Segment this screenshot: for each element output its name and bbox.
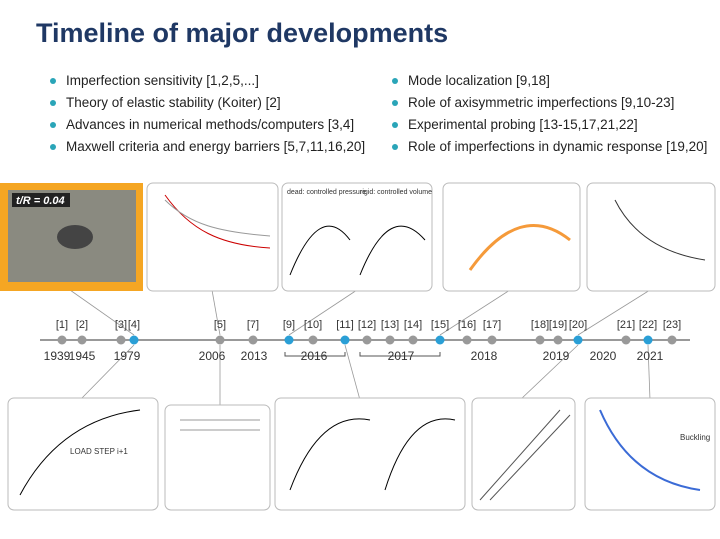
- ref-label: [15]: [431, 319, 449, 331]
- year-brackets: [284, 352, 441, 357]
- timeline-dot: [308, 335, 318, 345]
- bullet: Imperfection sensitivity [1,2,5,...]: [46, 70, 365, 92]
- ref-label: [22]: [639, 319, 657, 331]
- ref-label: [16]: [458, 319, 476, 331]
- ref-label: [11]: [336, 319, 354, 331]
- ref-label: [2]: [76, 319, 88, 331]
- load-step: LOAD STEP i+1: [70, 447, 128, 456]
- year-label: 2021: [637, 349, 664, 363]
- ref-label: [7]: [247, 319, 259, 331]
- timeline-dot: [553, 335, 563, 345]
- year-label: 1979: [114, 349, 141, 363]
- year-label: 2019: [543, 349, 570, 363]
- year-label: 2018: [471, 349, 498, 363]
- timeline-dot: [129, 335, 139, 345]
- ref-label: [3]: [115, 319, 127, 331]
- dimple: [57, 225, 93, 249]
- timeline-dot: [116, 335, 126, 345]
- timeline-dot: [248, 335, 258, 345]
- ref-label: [4]: [128, 319, 140, 331]
- timeline-dot: [573, 335, 583, 345]
- buckling-label: Buckling: [680, 433, 710, 442]
- year-label: 1945: [69, 349, 96, 363]
- photo-label: t/R = 0.04: [16, 195, 65, 207]
- bullets-right: Mode localization [9,18] Role of axisymme…: [388, 70, 707, 158]
- bullet: Advances in numerical methods/computers …: [46, 114, 365, 136]
- ref-label: [5]: [214, 319, 226, 331]
- timeline-dot: [667, 335, 677, 345]
- dead-label: dead: controlled pressure: [287, 189, 366, 196]
- timeline-dot: [284, 335, 294, 345]
- ref-label: [10]: [304, 319, 322, 331]
- year-label: 2016: [301, 349, 328, 363]
- ref-label: [14]: [404, 319, 422, 331]
- bullet: Role of imperfections in dynamic respons…: [388, 136, 707, 158]
- year-label: 2020: [590, 349, 617, 363]
- timeline-dot: [621, 335, 631, 345]
- ref-label: [18]: [531, 319, 549, 331]
- ref-label: [19]: [549, 319, 567, 331]
- bullet: Experimental probing [13-15,17,21,22]: [388, 114, 707, 136]
- year-label: 2013: [241, 349, 268, 363]
- timeline-dot: [57, 335, 67, 345]
- bullet: Role of axisymmetric imperfections [9,10…: [388, 92, 707, 114]
- timeline-dot: [385, 335, 395, 345]
- ref-label: [9]: [283, 319, 295, 331]
- year-label: 2006: [199, 349, 226, 363]
- timeline-dot: [487, 335, 497, 345]
- ref-label: [12]: [358, 319, 376, 331]
- timeline-dot: [340, 335, 350, 345]
- timeline-dot: [462, 335, 472, 345]
- ref-label: [13]: [381, 319, 399, 331]
- year-label: 1939: [44, 349, 71, 363]
- timeline-dot: [435, 335, 445, 345]
- bullet: Maxwell criteria and energy barriers [5,…: [46, 136, 365, 158]
- ref-label: [21]: [617, 319, 635, 331]
- connectors: [69, 289, 651, 405]
- ref-label: [23]: [663, 319, 681, 331]
- bullet: Theory of elastic stability (Koiter) [2]: [46, 92, 365, 114]
- rigid-label: rigid: controlled volume: [360, 189, 432, 196]
- title: Timeline of major developments: [36, 18, 449, 48]
- timeline-dot: [535, 335, 545, 345]
- timeline-dot: [77, 335, 87, 345]
- ref-label: [1]: [56, 319, 68, 331]
- ref-label: [17]: [483, 319, 501, 331]
- bullet: Mode localization [9,18]: [388, 70, 707, 92]
- ref-label: [20]: [569, 319, 587, 331]
- year-label: 2017: [388, 349, 415, 363]
- bullets-left: Imperfection sensitivity [1,2,5,...] Theo…: [46, 70, 365, 158]
- timeline-dot: [362, 335, 372, 345]
- timeline-dot: [643, 335, 653, 345]
- timeline-dot: [215, 335, 225, 345]
- timeline-dot: [408, 335, 418, 345]
